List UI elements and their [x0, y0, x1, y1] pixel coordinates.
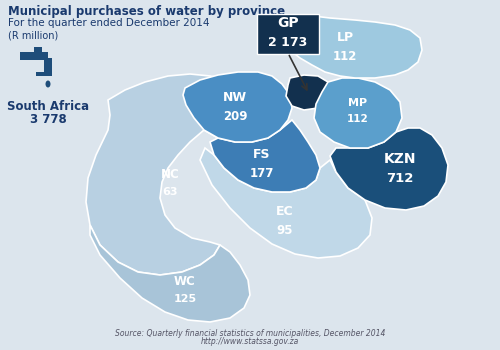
Polygon shape — [210, 120, 320, 192]
Text: WC: WC — [174, 275, 196, 288]
Text: 125: 125 — [174, 294, 197, 304]
Ellipse shape — [46, 80, 51, 88]
Polygon shape — [183, 72, 292, 142]
Text: EC: EC — [276, 205, 294, 218]
Polygon shape — [200, 148, 372, 258]
FancyBboxPatch shape — [257, 14, 319, 54]
Polygon shape — [330, 128, 448, 210]
FancyBboxPatch shape — [34, 47, 42, 52]
Text: 112: 112 — [347, 114, 369, 124]
Text: 95: 95 — [277, 224, 293, 237]
Text: Source: Quarterly financial statistics of municipalities, December 2014: Source: Quarterly financial statistics o… — [115, 329, 385, 338]
Text: http://www.statssa.gov.za: http://www.statssa.gov.za — [201, 337, 299, 346]
Text: LP: LP — [336, 31, 353, 44]
Polygon shape — [264, 15, 422, 78]
Polygon shape — [314, 78, 402, 148]
Text: 3 778: 3 778 — [30, 113, 66, 126]
Text: MP: MP — [348, 98, 368, 108]
Text: 63: 63 — [162, 187, 178, 197]
Text: South Africa: South Africa — [7, 100, 89, 113]
Text: 209: 209 — [223, 110, 247, 123]
Text: Municipal purchases of water by province: Municipal purchases of water by province — [8, 5, 285, 18]
Text: (R million): (R million) — [8, 30, 58, 40]
FancyBboxPatch shape — [44, 58, 52, 74]
Text: 2 173: 2 173 — [268, 36, 308, 49]
Text: For the quarter ended December 2014: For the quarter ended December 2014 — [8, 18, 209, 28]
FancyBboxPatch shape — [20, 52, 48, 60]
FancyBboxPatch shape — [36, 72, 52, 76]
Text: FS: FS — [254, 148, 271, 161]
Text: KZN: KZN — [384, 152, 416, 166]
Text: 712: 712 — [386, 172, 413, 185]
Text: 177: 177 — [250, 167, 274, 180]
Text: NW: NW — [223, 91, 247, 104]
Polygon shape — [86, 74, 258, 275]
Polygon shape — [90, 225, 250, 322]
Text: GP: GP — [277, 16, 299, 30]
Text: 112: 112 — [333, 50, 357, 63]
Text: NC: NC — [160, 168, 180, 181]
Polygon shape — [286, 75, 332, 110]
